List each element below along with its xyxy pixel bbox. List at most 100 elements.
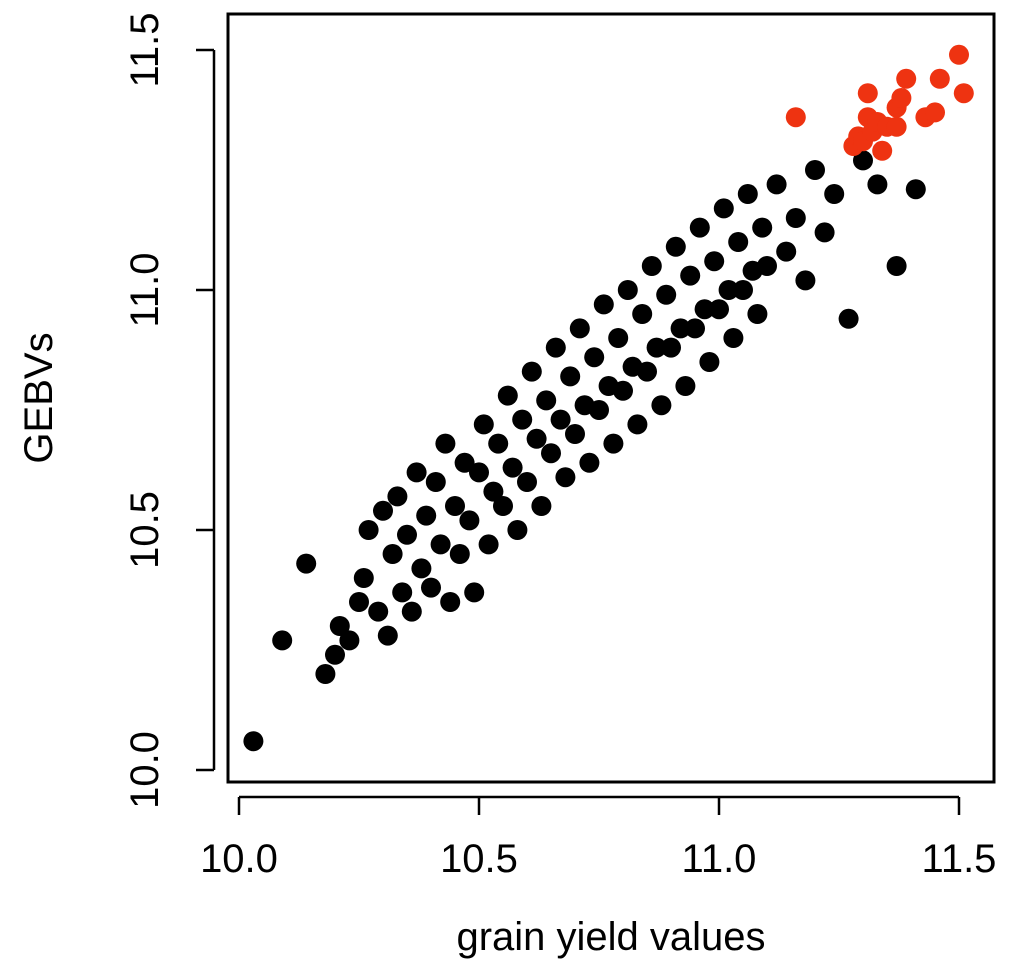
data-point	[569, 318, 590, 339]
data-point	[459, 510, 480, 531]
data-point	[814, 222, 835, 243]
data-point	[584, 347, 605, 368]
data-point	[454, 452, 475, 473]
data-point	[512, 409, 533, 430]
data-point	[315, 664, 336, 684]
selected-data-point	[872, 140, 893, 161]
y-tick-label: 11.0	[123, 253, 167, 328]
data-point	[473, 414, 494, 435]
data-point	[296, 553, 317, 574]
data-point	[853, 150, 873, 171]
data-point	[392, 582, 413, 603]
selected-data-point	[929, 68, 950, 89]
data-point	[776, 241, 797, 262]
data-point	[565, 424, 585, 444]
data-point	[411, 558, 432, 579]
data-point	[445, 496, 465, 516]
data-point	[329, 616, 350, 636]
data-point	[752, 217, 773, 238]
data-point	[905, 179, 926, 200]
data-point	[579, 452, 600, 473]
data-point	[824, 184, 845, 204]
data-point	[718, 280, 739, 300]
data-point	[608, 328, 629, 348]
data-point	[421, 577, 441, 598]
x-tick-label: 11.5	[922, 837, 997, 881]
data-point	[723, 328, 744, 348]
data-point	[517, 472, 537, 492]
data-point	[665, 236, 686, 257]
x-tick-label: 10.5	[440, 837, 518, 881]
data-point	[675, 376, 696, 396]
data-point	[805, 160, 825, 180]
data-point	[483, 481, 504, 502]
data-point	[382, 544, 403, 564]
data-point	[373, 500, 393, 521]
selected-data-point	[886, 116, 907, 137]
data-point	[406, 462, 427, 483]
data-point	[656, 284, 677, 305]
data-point	[430, 534, 451, 555]
data-point	[651, 395, 672, 416]
data-point	[377, 625, 398, 646]
data-point	[689, 217, 710, 238]
data-point	[272, 630, 293, 651]
data-point	[493, 496, 513, 516]
data-point	[541, 443, 561, 464]
data-point	[838, 308, 859, 329]
data-point	[670, 318, 691, 339]
data-point	[555, 467, 576, 488]
data-point	[886, 256, 907, 276]
data-point	[526, 428, 547, 449]
data-point	[795, 270, 816, 291]
data-point	[531, 496, 552, 516]
selected-data-point	[891, 88, 912, 108]
plot-frame	[226, 12, 996, 784]
data-point	[425, 472, 446, 492]
data-point	[368, 601, 389, 622]
data-point	[709, 299, 729, 320]
data-point	[680, 265, 701, 286]
data-point	[560, 366, 581, 387]
x-tick-labels: 10.0 10.5 11.0 11.5	[200, 837, 996, 881]
y-tick-label: 10.5	[123, 491, 167, 569]
data-point	[733, 280, 753, 300]
data-point	[550, 409, 571, 430]
data-point	[766, 174, 787, 195]
data-point	[449, 544, 470, 564]
data-point	[502, 457, 523, 478]
data-point	[521, 361, 542, 382]
data-point	[469, 462, 489, 483]
selected-data-point	[857, 83, 878, 104]
data-point	[785, 208, 806, 228]
data-point	[536, 390, 557, 411]
data-point	[353, 568, 374, 588]
data-point	[401, 601, 422, 622]
data-point	[589, 400, 609, 420]
data-point	[243, 731, 264, 752]
data-point	[713, 198, 734, 219]
data-point	[603, 433, 624, 454]
selected-data-point	[953, 83, 974, 104]
selected-data-point	[949, 44, 969, 65]
data-point	[435, 433, 456, 454]
data-point	[339, 630, 360, 651]
data-point	[478, 534, 499, 555]
data-points	[243, 44, 974, 752]
data-point	[747, 304, 768, 324]
data-point	[632, 304, 653, 324]
selected-data-point	[785, 107, 806, 128]
data-point	[593, 294, 614, 315]
data-point	[613, 380, 633, 401]
data-point	[646, 337, 667, 358]
y-axis-ticks	[196, 48, 214, 772]
data-point	[397, 524, 417, 545]
data-point	[627, 414, 648, 435]
x-axis-ticks	[237, 797, 961, 815]
data-point	[387, 486, 408, 507]
data-point	[507, 520, 528, 540]
data-point	[358, 520, 379, 540]
data-point	[545, 337, 566, 358]
data-point	[325, 644, 345, 665]
